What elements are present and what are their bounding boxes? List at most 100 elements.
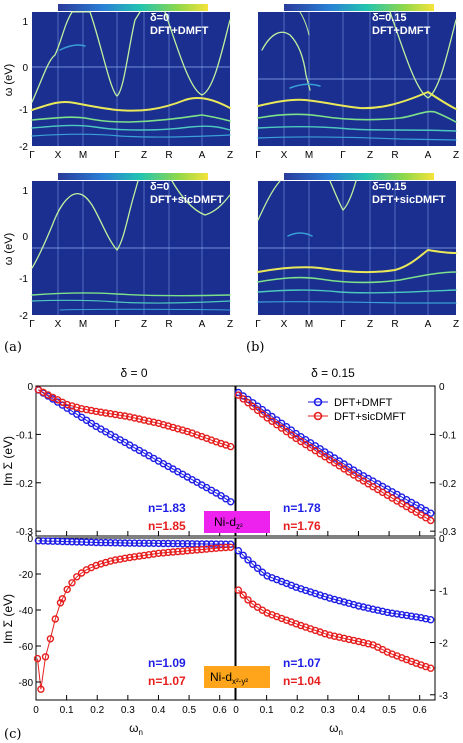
data-point	[164, 422, 172, 430]
data-point	[198, 545, 206, 554]
band-ylabel-bottom: ω (eV)	[3, 233, 15, 265]
data-point	[412, 613, 420, 621]
kpath-label: Γ	[255, 319, 261, 330]
data-point	[226, 498, 235, 506]
data-point	[226, 543, 235, 551]
data-point	[58, 537, 67, 546]
data-point	[135, 415, 144, 423]
delta-label: δ=0	[150, 181, 169, 193]
data-point	[111, 556, 120, 564]
data-point	[77, 538, 86, 546]
data-point	[378, 607, 387, 615]
tick-label: -0.3	[16, 527, 34, 538]
tick-label: 0.3	[121, 705, 135, 716]
band-panel-background	[32, 12, 230, 146]
kpath-label: Γ	[29, 319, 35, 330]
data-point	[145, 539, 153, 547]
kpath-label: Z	[227, 150, 233, 161]
data-point	[125, 553, 134, 562]
data-point	[234, 547, 243, 555]
colorbar	[284, 173, 434, 180]
occupation-top-left-dmft: n=1.83	[148, 501, 186, 515]
tick-label: -0.1	[16, 430, 34, 441]
kpath-label: A	[199, 319, 206, 330]
data-point	[321, 630, 329, 638]
data-point	[159, 539, 168, 548]
kpath-label: Γ	[114, 319, 120, 330]
data-point	[178, 426, 187, 434]
band-panel-bottom-right: δ=0.15 DFT+sicDMFT	[257, 173, 457, 315]
tick-label: 0.6	[413, 705, 427, 716]
data-point	[82, 538, 91, 546]
data-point	[297, 585, 305, 593]
data-point	[427, 616, 435, 624]
data-point	[202, 545, 211, 553]
data-point	[140, 551, 148, 560]
tick-label: -0.3	[439, 527, 457, 538]
orbital-badge-x2y2	[204, 666, 270, 688]
data-point	[207, 544, 216, 553]
band-lines	[257, 180, 457, 304]
data-point	[68, 538, 76, 546]
data-point	[121, 539, 129, 547]
data-point	[87, 538, 96, 546]
data-point	[345, 599, 353, 607]
data-point	[398, 611, 406, 619]
series-line-sicdmft	[238, 394, 431, 521]
data-point	[369, 605, 377, 613]
data-point	[125, 413, 134, 421]
data-point	[234, 586, 243, 594]
data-point	[427, 509, 435, 517]
data-point	[297, 621, 305, 630]
xlabel-left: ωn	[129, 721, 143, 737]
band-yticks: 1 0 -1 -2 1 0 -1 -2	[19, 17, 28, 322]
delta-label: δ=0.15	[372, 12, 407, 24]
data-point	[73, 403, 81, 411]
colorbar	[58, 173, 208, 180]
data-point	[183, 427, 192, 436]
data-point	[393, 610, 401, 618]
data-point	[178, 547, 187, 555]
data-point	[130, 414, 139, 422]
data-point	[77, 569, 86, 577]
data-point	[350, 600, 358, 609]
kpath-label: Z	[141, 319, 147, 330]
data-point	[249, 560, 257, 568]
data-point	[244, 399, 252, 407]
tick-label: 0.4	[352, 705, 366, 716]
occupation-bottom-left-sic: n=1.07	[148, 674, 186, 688]
selfenergy-ylabel-top: Im Σ (eV)	[1, 436, 15, 486]
data-point	[121, 554, 129, 562]
data-point	[277, 424, 286, 432]
tick-label: 0.2	[90, 705, 104, 716]
kpath-label: Z	[141, 150, 147, 161]
kpath-label: M	[305, 319, 313, 330]
xlabel-right: ωn	[329, 721, 343, 737]
data-point	[63, 537, 71, 546]
data-point	[145, 551, 153, 559]
selfenergy-ticks: 0 0.1 0.2 0.3 0.4 0.5 0.6 0 0.1 0.2 0.3 0.4 0.5 0.60-…	[16, 382, 457, 716]
data-point	[68, 579, 76, 587]
data-point	[273, 416, 281, 424]
data-point	[111, 539, 120, 547]
data-point	[226, 540, 235, 548]
tick-label: -0.1	[439, 430, 457, 441]
data-point	[388, 609, 396, 617]
data-point	[46, 635, 55, 643]
data-point	[249, 399, 257, 407]
data-point	[326, 594, 334, 602]
column-title-right: δ = 0.15	[311, 366, 355, 380]
band-lines	[31, 180, 231, 311]
data-point	[49, 537, 57, 545]
data-point	[68, 402, 76, 410]
legend: DFT+DMFT DFT+sicDMFT	[308, 397, 406, 423]
data-point	[159, 421, 168, 429]
data-point	[164, 548, 172, 557]
data-point	[427, 664, 435, 672]
occupation-bottom-right-sic: n=1.04	[283, 674, 321, 688]
kpath-label: A	[425, 319, 432, 330]
selfenergy-marks	[33, 386, 435, 693]
data-point	[87, 406, 96, 415]
data-point	[82, 405, 91, 414]
data-point	[306, 588, 315, 596]
